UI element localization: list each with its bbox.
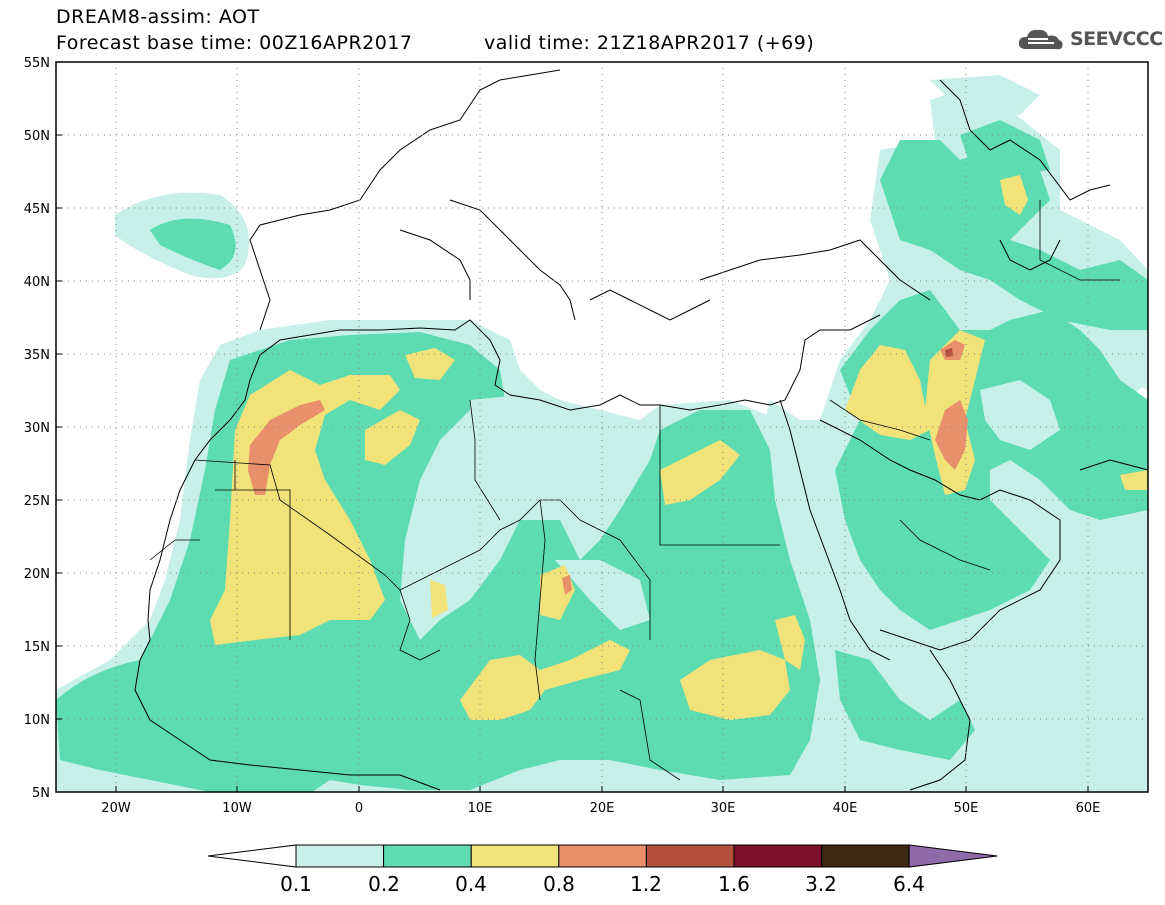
colorbar-arrow-low xyxy=(207,844,297,868)
tick-marks xyxy=(56,61,1089,792)
lat-label: 45N xyxy=(24,202,50,217)
lat-label: 35N xyxy=(24,348,50,363)
lon-label: 50E xyxy=(954,801,979,816)
lon-label: 10W xyxy=(222,801,252,816)
colorbar-label: 0.4 xyxy=(455,872,487,896)
lon-labels: 20W 10W 0 10E 20E 30E 40E 50E 60E xyxy=(101,801,1100,816)
lat-label: 20N xyxy=(24,567,50,582)
colorbar-label: 1.6 xyxy=(718,872,750,896)
lon-label: 0 xyxy=(355,801,363,816)
colorbar-box xyxy=(383,844,472,868)
coastlines xyxy=(134,69,1148,791)
colorbar-box xyxy=(295,844,385,868)
colorbar-box xyxy=(645,844,735,868)
lat-label: 55N xyxy=(24,56,50,71)
colorbar-label: 1.2 xyxy=(630,872,662,896)
colorbar-box xyxy=(470,844,560,868)
lat-labels: 55N 50N 45N 40N 35N 30N 25N 20N 15N 10N … xyxy=(24,56,50,801)
lat-label: 25N xyxy=(24,494,50,509)
cloud-icon xyxy=(1018,29,1063,50)
colorbar-label: 0.8 xyxy=(543,872,575,896)
lat-label: 30N xyxy=(24,421,50,436)
colorbar-labels: 0.1 0.2 0.4 0.8 1.2 1.6 3.2 6.4 xyxy=(280,872,925,896)
map-title: DREAM8-assim: AOT xyxy=(56,6,260,28)
colorbar-box xyxy=(821,844,910,868)
colorbar-box xyxy=(733,844,823,868)
colorbar-boxes xyxy=(207,844,998,868)
lon-label: 10E xyxy=(468,801,493,816)
colorbar-label: 6.4 xyxy=(893,872,925,896)
gridlines xyxy=(56,62,1148,792)
colorbar-label: 0.1 xyxy=(280,872,312,896)
lon-label: 20E xyxy=(590,801,615,816)
logo-text: SEEVCCC xyxy=(1070,28,1163,50)
colorbar-label: 0.2 xyxy=(368,872,400,896)
colorbar-label: 3.2 xyxy=(805,872,837,896)
colorbar-box xyxy=(558,844,647,868)
forecast-base-time: Forecast base time: 00Z16APR2017 xyxy=(56,32,413,54)
lat-label: 50N xyxy=(24,129,50,144)
lat-label: 40N xyxy=(24,275,50,290)
lat-label: 15N xyxy=(24,640,50,655)
seevccc-logo: SEEVCCC xyxy=(1016,24,1163,54)
colorbar-arrow-high xyxy=(908,844,998,868)
lon-label: 30E xyxy=(711,801,736,816)
lon-label: 20W xyxy=(101,801,131,816)
lat-label: 5N xyxy=(32,786,50,801)
lon-label: 60E xyxy=(1076,801,1101,816)
valid-time: valid time: 21Z18APR2017 (+69) xyxy=(484,32,815,54)
lon-label: 40E xyxy=(833,801,858,816)
lat-label: 10N xyxy=(24,713,50,728)
